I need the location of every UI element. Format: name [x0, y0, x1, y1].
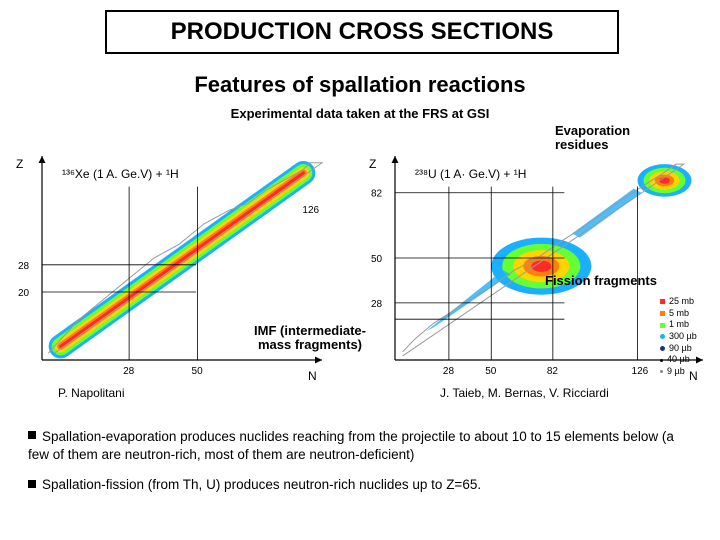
legend-marker: [660, 311, 665, 316]
legend-label: 1 mb: [669, 319, 689, 331]
legend-label: 90 µb: [669, 343, 692, 355]
title-box: PRODUCTION CROSS SECTIONS: [105, 10, 619, 54]
svg-text:82: 82: [547, 366, 559, 377]
svg-text:28: 28: [443, 366, 455, 377]
chart-left: N Z 28 50 20 28 ¹³⁶Xe (1 A. Ge.V) + ¹H 126: [2, 128, 332, 398]
svg-text:50: 50: [371, 254, 383, 265]
subtitle: Features of spallation reactions: [0, 72, 720, 98]
legend-item: 300 µb: [660, 331, 697, 343]
svg-text:28: 28: [123, 366, 135, 377]
svg-text:126: 126: [632, 366, 649, 377]
svg-text:50: 50: [485, 366, 497, 377]
credit-left: P. Napolitani: [58, 386, 125, 400]
legend-item: 40 µb: [660, 354, 697, 366]
svg-text:Z: Z: [16, 157, 23, 171]
legend-marker: [660, 346, 665, 351]
legend-label: 9 µb: [667, 366, 685, 378]
bullet-icon: [28, 431, 36, 439]
legend-marker: [660, 334, 665, 339]
legend-marker: [660, 323, 665, 328]
svg-text:50: 50: [192, 366, 204, 377]
legend-item: 5 mb: [660, 308, 697, 320]
legend-right: 25 mb5 mb1 mb300 µb90 µb40 µb9 µb: [660, 296, 697, 378]
chart-area: N Z 28 50 20 28 ¹³⁶Xe (1 A. Ge.V) + ¹H 126 N Z 28…: [0, 128, 720, 398]
legend-item: 90 µb: [660, 343, 697, 355]
svg-text:82: 82: [371, 189, 383, 200]
annot-fission: Fission fragments: [545, 274, 657, 288]
legend-item: 9 µb: [660, 366, 697, 378]
legend-label: 40 µb: [667, 354, 690, 366]
svg-text:126: 126: [302, 205, 319, 216]
bullet-icon: [28, 480, 36, 488]
legend-marker: [660, 299, 665, 304]
legend-label: 25 mb: [669, 296, 694, 308]
svg-text:N: N: [308, 369, 317, 383]
legend-item: 25 mb: [660, 296, 697, 308]
annot-evaporation: Evaporation residues: [555, 124, 655, 153]
svg-text:20: 20: [18, 288, 30, 299]
annot-imf: IMF (intermediate- mass fragments): [240, 324, 380, 353]
bullet-2: Spallation-fission (from Th, U) produces…: [28, 476, 698, 494]
legend-item: 1 mb: [660, 319, 697, 331]
caption: Experimental data taken at the FRS at GS…: [0, 106, 720, 121]
svg-text:Z: Z: [369, 157, 376, 171]
legend-marker: [660, 359, 663, 362]
page-title: PRODUCTION CROSS SECTIONS: [171, 18, 554, 45]
legend-marker: [660, 370, 663, 373]
bullet-1: Spallation-evaporation produces nuclides…: [28, 428, 698, 464]
legend-label: 300 µb: [669, 331, 697, 343]
svg-text:28: 28: [371, 299, 383, 310]
svg-text:28: 28: [18, 261, 30, 272]
bullets-section: Spallation-evaporation produces nuclides…: [28, 428, 698, 507]
svg-text:¹³⁶Xe (1 A. Ge.V) + ¹H: ¹³⁶Xe (1 A. Ge.V) + ¹H: [62, 167, 179, 181]
credit-right: J. Taieb, M. Bernas, V. Ricciardi: [440, 386, 609, 400]
legend-label: 5 mb: [669, 308, 689, 320]
svg-text:²³⁸U (1 A· Ge.V) + ¹H: ²³⁸U (1 A· Ge.V) + ¹H: [415, 167, 526, 181]
